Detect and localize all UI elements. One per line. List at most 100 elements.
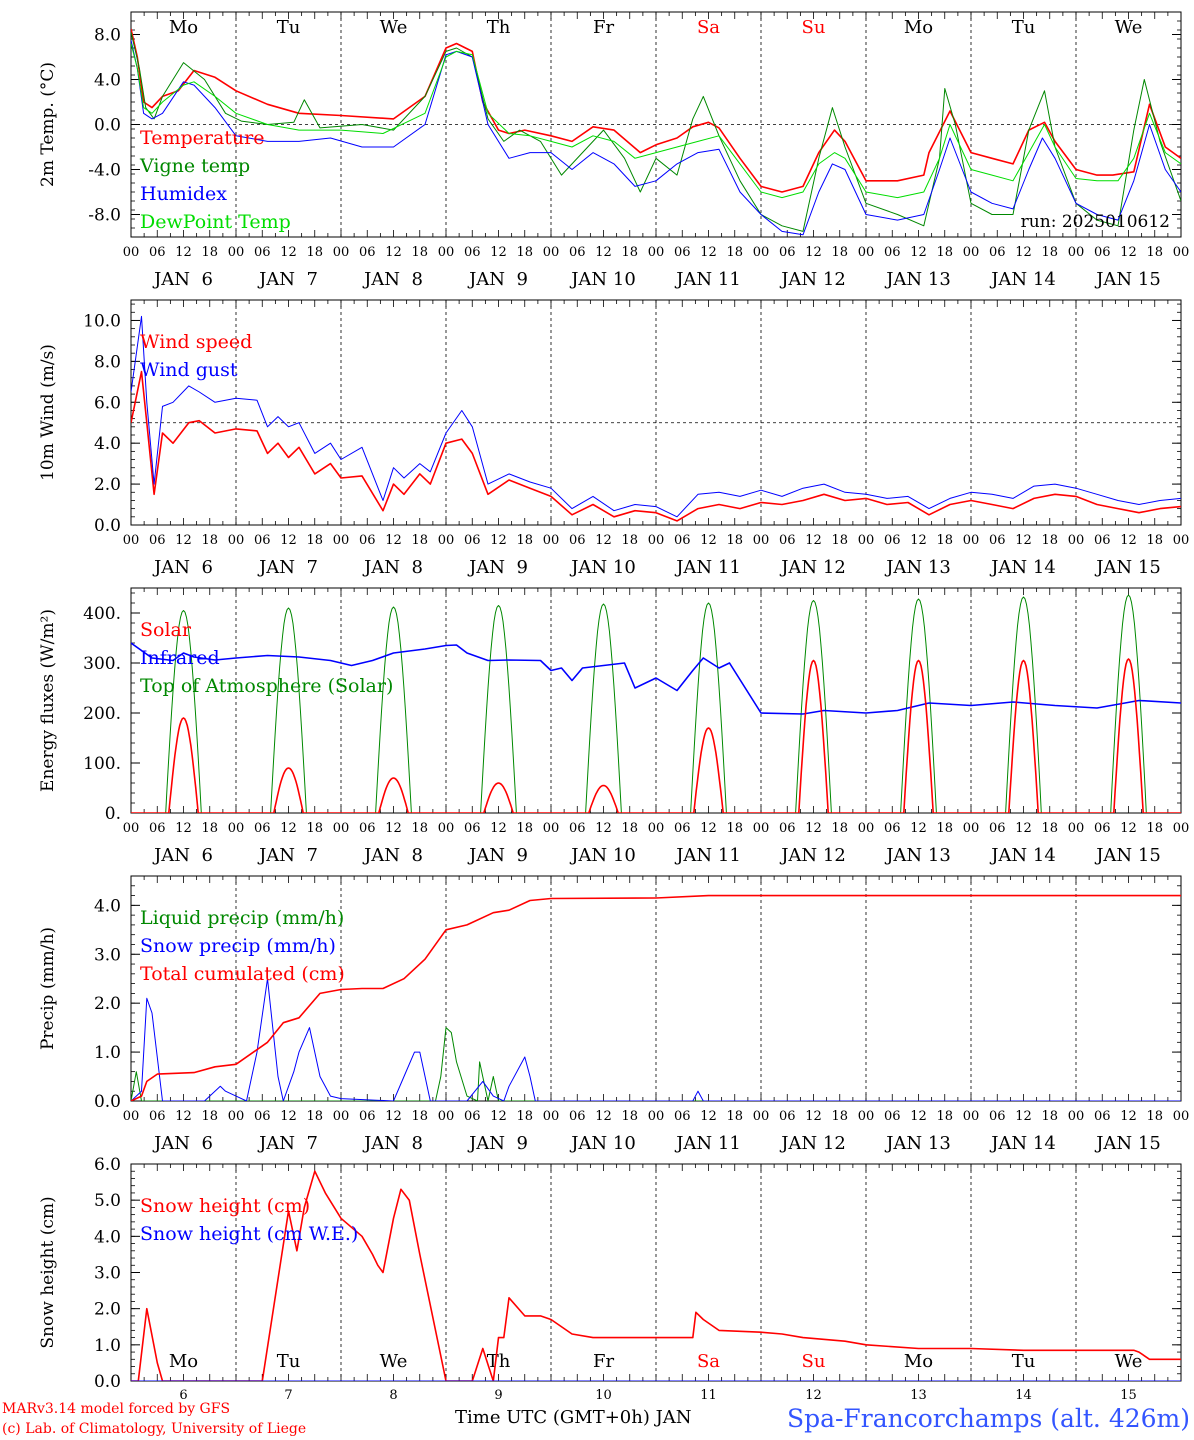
x-hour-label: 00 — [543, 1109, 560, 1124]
x-day-label: JAN 15 — [1094, 557, 1161, 578]
x-hour-label: 12 — [1120, 821, 1137, 836]
x-hour-label: 18 — [1041, 1109, 1058, 1124]
x-hour-label: 06 — [149, 821, 166, 836]
x-hour-label: 00 — [333, 821, 350, 836]
x-hour-label: 18 — [936, 533, 953, 548]
x-day-label: JAN 15 — [1094, 1133, 1161, 1154]
x-hour-label: 12 — [700, 1109, 717, 1124]
weekday-label: Mo — [904, 17, 933, 38]
x-hour-label: 18 — [831, 1109, 848, 1124]
y-tick-label: 1.0 — [94, 1043, 121, 1063]
x-day-number-label: 14 — [1015, 1388, 1032, 1403]
weekday-label: Tu — [277, 17, 301, 38]
x-hour-label: 00 — [438, 821, 455, 836]
x-hour-label: 18 — [831, 533, 848, 548]
x-hour-label: 00 — [1173, 821, 1190, 836]
x-day-number-label: 15 — [1120, 1388, 1137, 1403]
x-hour-label: 00 — [753, 821, 770, 836]
x-hour-label: 06 — [569, 821, 586, 836]
x-hour-label: 12 — [910, 821, 927, 836]
x-hour-label: 00 — [1173, 245, 1190, 260]
x-day-label: JAN 13 — [884, 269, 951, 290]
x-day-number-label: 7 — [284, 1388, 292, 1403]
weekday-label: Tu — [1012, 17, 1036, 38]
x-hour-label: 18 — [411, 533, 428, 548]
series-line-vigne-temp — [131, 32, 1181, 232]
x-hour-label: 00 — [753, 1109, 770, 1124]
x-hour-label: 00 — [438, 533, 455, 548]
x-hour-label: 18 — [726, 245, 743, 260]
y-tick-label: 3.0 — [94, 945, 121, 965]
y-tick-label: 8.0 — [94, 26, 121, 46]
x-hour-label: 12 — [280, 533, 297, 548]
legend-entry: Snow height (cm) — [140, 1195, 310, 1217]
x-hour-label: 18 — [1146, 1109, 1163, 1124]
x-hour-label: 18 — [621, 533, 638, 548]
x-day-label: JAN 15 — [1094, 845, 1161, 866]
series-line-infrared — [131, 642, 1181, 715]
x-day-label: JAN 11 — [674, 845, 741, 866]
x-hour-label: 00 — [228, 245, 245, 260]
x-hour-label: 00 — [858, 821, 875, 836]
weekday-label: Th — [487, 1351, 511, 1372]
y-tick-label: 100. — [83, 754, 121, 774]
weekday-label: Th — [487, 17, 511, 38]
y-tick-label: 4.0 — [94, 434, 121, 454]
y-tick-label: 3.0 — [94, 1264, 121, 1284]
x-day-label: JAN 13 — [884, 1133, 951, 1154]
x-hour-label: 18 — [201, 1109, 218, 1124]
plot-frame — [130, 299, 1182, 526]
y-axis-label: Energy fluxes (W/m²) — [38, 609, 58, 792]
x-hour-label: 06 — [569, 533, 586, 548]
x-hour-label: 06 — [569, 245, 586, 260]
legend-entry: Humidex — [140, 183, 227, 205]
x-hour-label: 12 — [280, 821, 297, 836]
x-day-label: JAN 10 — [569, 1133, 636, 1154]
x-day-label: JAN 12 — [779, 845, 846, 866]
x-hour-label: 18 — [936, 245, 953, 260]
x-day-label: JAN 7 — [257, 557, 318, 578]
x-day-label: JAN 11 — [674, 269, 741, 290]
x-hour-label: 18 — [306, 1109, 323, 1124]
x-hour-label: 12 — [595, 821, 612, 836]
x-day-label: JAN 6 — [152, 1133, 213, 1154]
x-hour-label: 18 — [306, 533, 323, 548]
run-annotation: run: 2025010612 — [1021, 212, 1170, 232]
y-axis-label: 10m Wind (m/s) — [38, 344, 58, 481]
weekday-label: We — [380, 1351, 408, 1372]
x-hour-label: 00 — [963, 533, 980, 548]
legend-entry: Wind speed — [140, 331, 252, 353]
x-hour-label: 18 — [516, 821, 533, 836]
y-tick-label: 4.0 — [94, 1227, 121, 1247]
x-hour-label: 18 — [726, 821, 743, 836]
panel-1: -8.0 -4.0 0.0 4.0 8.0 2m Temp. (°C) 00 06 12 18 00… — [38, 11, 1190, 290]
series-line-liquid-precip-mm-h — [131, 1027, 1181, 1101]
x-day-label: JAN 9 — [467, 845, 528, 866]
x-hour-label: 12 — [385, 533, 402, 548]
x-hour-label: 18 — [201, 533, 218, 548]
x-hour-label: 00 — [228, 533, 245, 548]
x-hour-label: 18 — [726, 533, 743, 548]
x-hour-label: 00 — [123, 1109, 140, 1124]
x-hour-label: 00 — [543, 245, 560, 260]
x-hour-label: 12 — [1015, 533, 1032, 548]
series-line-solar — [131, 658, 1181, 813]
x-hour-label: 00 — [228, 1109, 245, 1124]
x-day-label: JAN 8 — [362, 1133, 423, 1154]
x-hour-label: 00 — [438, 1109, 455, 1124]
x-hour-label: 12 — [1015, 245, 1032, 260]
x-hour-label: 12 — [385, 821, 402, 836]
x-hour-label: 00 — [858, 245, 875, 260]
x-hour-label: 12 — [280, 245, 297, 260]
legend-entry: DewPoint Temp — [140, 211, 291, 233]
x-hour-label: 12 — [1120, 533, 1137, 548]
x-day-label: JAN 7 — [257, 845, 318, 866]
x-hour-label: 18 — [1041, 245, 1058, 260]
weekday-label: Sa — [697, 1351, 720, 1372]
y-tick-label: 0.0 — [94, 516, 121, 536]
x-hour-label: 06 — [464, 1109, 481, 1124]
legend-entry: Temperature — [140, 127, 264, 149]
x-hour-label: 12 — [700, 245, 717, 260]
x-hour-label: 12 — [700, 821, 717, 836]
